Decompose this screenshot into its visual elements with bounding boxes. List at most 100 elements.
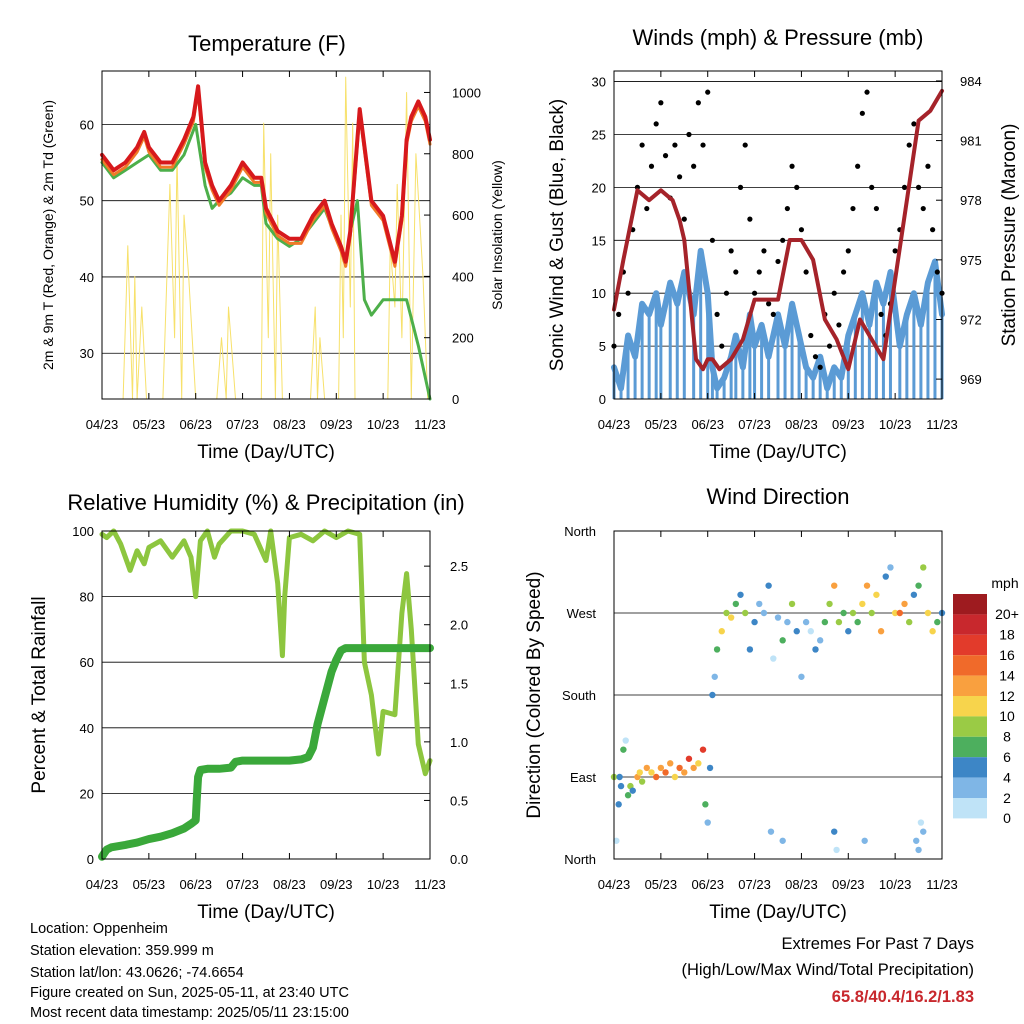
y-tick-label: West — [567, 606, 597, 621]
y-right-tick-label: 978 — [960, 193, 982, 208]
y-tick-label: 15 — [592, 233, 606, 248]
y-right-tick-label: 975 — [960, 253, 982, 268]
gust-point — [826, 343, 833, 349]
colorbar-label: 10 — [999, 708, 1015, 724]
colorbar-cell — [953, 798, 987, 819]
colorbar-cell — [953, 736, 987, 758]
y-right-tick-label: 1.0 — [450, 735, 468, 750]
gust-point — [639, 142, 645, 148]
x-tick-label: 07/23 — [738, 877, 771, 892]
location-text: Location: Oppenheim — [30, 921, 168, 937]
y-tick-label: 20 — [592, 180, 606, 195]
x-tick-label: 11/23 — [414, 877, 446, 892]
recent-timestamp-text: Most recent data timestamp: 2025/05/11 2… — [30, 1005, 349, 1021]
gust-point — [751, 290, 758, 296]
gust-point — [784, 205, 790, 212]
direction-point — [746, 646, 754, 653]
direction-point — [849, 609, 857, 617]
direction-point — [784, 618, 791, 626]
solar-series-line — [122, 76, 429, 400]
x-tick-label: 09/23 — [832, 417, 865, 432]
gust-point — [850, 205, 856, 212]
y-tick-label: 80 — [80, 590, 94, 605]
gust-point — [836, 322, 842, 328]
gust-point — [695, 100, 701, 106]
direction-point — [620, 746, 627, 753]
gust-point — [648, 163, 655, 169]
x-tick-label: 09/23 — [320, 417, 353, 432]
x-tick-label: 05/23 — [133, 877, 166, 892]
gust-point — [915, 184, 922, 190]
winds-pressure-panel: Winds (mph) & Pressure (mb) 0 5 10 15 20 25 30… — [547, 25, 1020, 463]
direction-point — [845, 628, 852, 635]
direction-point — [779, 837, 786, 844]
colorbar-label: 20+ — [995, 606, 1019, 622]
y-right-tick-label: 0 — [452, 392, 459, 407]
direction-point — [723, 609, 730, 617]
gust-point — [644, 205, 650, 212]
colorbar-cell — [953, 675, 987, 696]
colorbar-cell — [953, 655, 987, 676]
gust-point — [841, 269, 847, 275]
direction-point — [662, 769, 669, 776]
direction-point — [756, 600, 763, 608]
direction-point — [616, 773, 623, 781]
direction-point — [917, 819, 925, 826]
y-right-tick-label: 984 — [960, 74, 982, 89]
direction-point — [711, 673, 718, 680]
dewpoint-series-line — [100, 122, 432, 401]
winds-ylabel: Sonic Wind & Gust (Blue, Black) — [547, 99, 568, 371]
colorbar-cell — [953, 777, 987, 798]
y-right-tick-label: 0.0 — [450, 852, 468, 867]
direction-point — [648, 769, 655, 776]
y-tick-label: 10 — [592, 286, 606, 301]
rh-series-line — [99, 528, 433, 777]
gust-point — [723, 290, 730, 296]
gust-point — [686, 131, 692, 138]
direction-ylabel: Direction (Colored By Speed) — [524, 571, 545, 818]
direction-point — [887, 564, 894, 571]
y-tick-label: 60 — [80, 655, 94, 670]
solar-ylabel: Solar Insolation (Yellow) — [489, 160, 505, 310]
colorbar-label: 14 — [999, 667, 1015, 683]
direction-point — [713, 646, 721, 653]
direction-point — [833, 846, 840, 854]
colorbar-label: 6 — [1003, 749, 1011, 765]
direction-point — [615, 801, 622, 808]
y-tick-label: 100 — [72, 524, 94, 539]
direction-point — [718, 628, 725, 635]
gust-point — [780, 237, 786, 243]
y-tick-label: 30 — [592, 75, 606, 90]
x-tick-label: 05/23 — [645, 417, 678, 432]
gust-point — [831, 290, 837, 296]
y-tick-label: 5 — [599, 339, 606, 354]
direction-point — [831, 582, 838, 589]
direction-point — [873, 591, 880, 598]
direction-point — [727, 614, 735, 621]
x-tick-label: 10/23 — [879, 417, 912, 432]
direction-point — [613, 837, 620, 844]
gust-point — [794, 184, 800, 190]
y-right-tick-label: 969 — [960, 372, 982, 387]
x-tick-label: 11/23 — [414, 417, 446, 432]
direction-point — [767, 828, 775, 835]
gust-point — [634, 184, 641, 190]
gust-point — [911, 121, 917, 127]
wind-direction-panel: Wind Direction NorthEastSouthWestNorth04… — [524, 484, 1019, 923]
direction-point — [638, 778, 646, 785]
t2m-series-line — [100, 84, 432, 264]
colorbar-title: mph — [991, 575, 1018, 591]
gust-point — [766, 301, 772, 307]
gust-point — [742, 142, 748, 148]
x-tick-label: 06/23 — [179, 877, 212, 892]
x-tick-label: 11/23 — [926, 877, 958, 892]
direction-point — [751, 618, 758, 626]
direction-point — [652, 773, 660, 781]
x-tick-label: 10/23 — [367, 417, 400, 432]
direction-point — [617, 782, 625, 790]
x-tick-label: 11/23 — [926, 417, 958, 432]
gust-point — [864, 89, 870, 95]
colorbar-cell — [953, 716, 987, 737]
direction-point — [868, 609, 875, 617]
y-tick-label: 30 — [80, 346, 94, 361]
